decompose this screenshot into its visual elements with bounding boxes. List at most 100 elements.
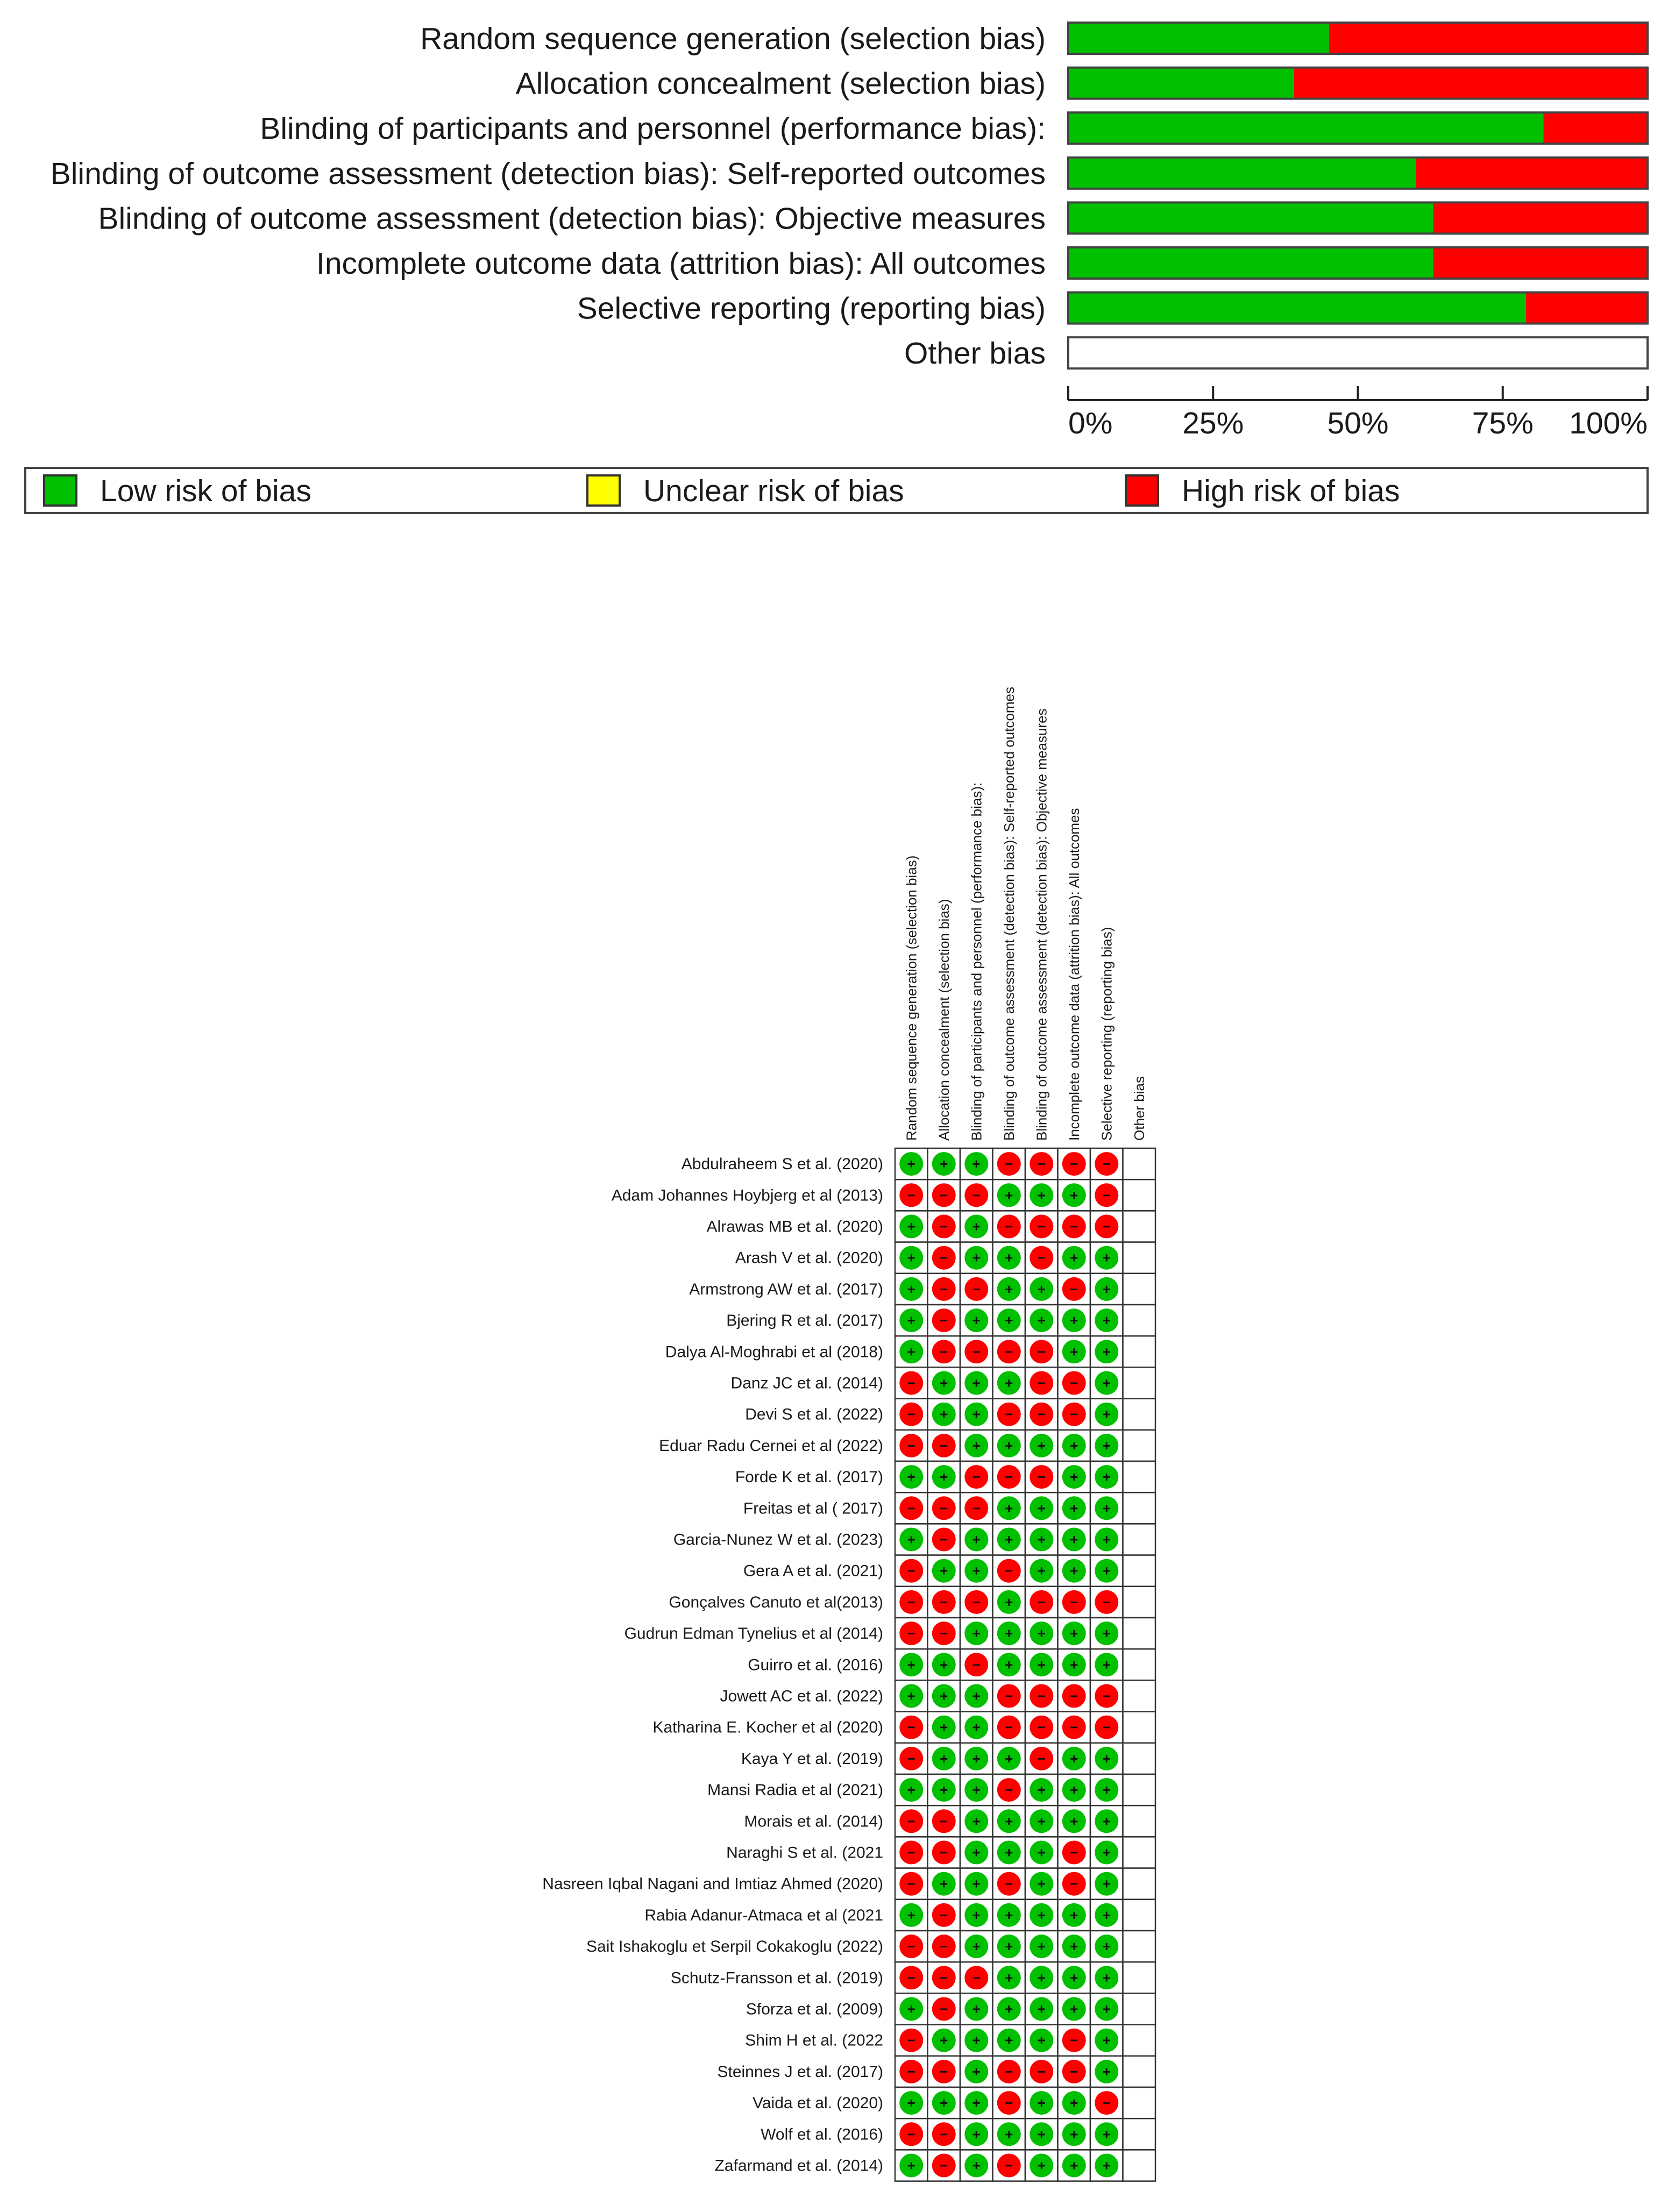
risk-marker-low-5-4 [1030, 1308, 1054, 1333]
risk-marker-low-32-5 [1062, 2153, 1086, 2178]
risk-symbol-9-6: + [1103, 1438, 1111, 1454]
column-header-7: Other bias [1131, 1076, 1147, 1141]
domain-label-0: Random sequence generation (selection bi… [420, 22, 1046, 56]
risk-marker-low-19-3 [997, 1746, 1021, 1770]
risk-marker-low-27-6 [1095, 1997, 1119, 2021]
study-label-30: Vaida et al. (2020) [753, 2094, 883, 2112]
column-header-3: Blinding of outcome assessment (detectio… [1001, 687, 1017, 1141]
study-label-4: Armstrong AW et al. (2017) [689, 1281, 883, 1298]
risk-symbol-29-6: + [1103, 2064, 1111, 2080]
risk-marker-low-5-0 [899, 1308, 924, 1333]
cell-25-7 [1122, 1930, 1156, 1963]
risk-marker-low-6-0 [899, 1340, 924, 1364]
risk-marker-high-18-6 [1095, 1715, 1119, 1739]
risk-marker-high-28-5 [1062, 2028, 1086, 2052]
risk-marker-high-0-3 [997, 1152, 1021, 1176]
risk-symbol-28-6: + [1103, 2032, 1111, 2049]
risk-symbol-9-0: − [907, 1438, 915, 1454]
risk-symbol-24-2: + [973, 1907, 981, 1923]
bar-high-risk-of-bias-2 [1543, 112, 1648, 144]
risk-symbol-10-2: − [973, 1469, 981, 1485]
risk-marker-high-12-1 [932, 1527, 956, 1552]
risk-symbol-24-6: + [1103, 1907, 1111, 1923]
risk-marker-high-27-1 [932, 1997, 956, 2021]
cell-11-7 [1122, 1491, 1156, 1525]
risk-symbol-1-3: + [1005, 1187, 1013, 1203]
risk-marker-high-2-6 [1095, 1214, 1119, 1239]
risk-marker-low-13-2 [964, 1559, 989, 1583]
cell-24-7 [1122, 1898, 1156, 1932]
risk-marker-high-11-0 [899, 1496, 924, 1520]
risk-symbol-2-0: + [907, 1219, 915, 1235]
column-header-0: Random sequence generation (selection bi… [903, 856, 919, 1141]
risk-symbol-28-0: − [907, 2032, 915, 2049]
risk-symbol-9-5: + [1070, 1438, 1078, 1454]
risk-symbol-9-1: − [940, 1438, 948, 1454]
cell-30-7 [1122, 2086, 1156, 2119]
risk-symbol-19-3: + [1005, 1751, 1013, 1767]
risk-symbol-7-6: + [1103, 1375, 1111, 1391]
risk-symbol-13-3: − [1005, 1563, 1013, 1579]
bar-high-risk-of-bias-3 [1416, 157, 1648, 189]
risk-marker-low-15-6 [1095, 1621, 1119, 1646]
risk-symbol-28-4: + [1038, 2032, 1046, 2049]
risk-symbol-30-1: + [940, 2095, 948, 2111]
risk-symbol-15-5: + [1070, 1625, 1078, 1641]
cell-31-7 [1122, 2117, 1156, 2151]
bar-low-risk-of-bias-6 [1068, 292, 1526, 324]
risk-symbol-25-5: + [1070, 1938, 1078, 1954]
risk-symbol-8-1: + [940, 1406, 948, 1422]
risk-symbol-24-3: + [1005, 1907, 1013, 1923]
cell-14-7 [1122, 1585, 1156, 1619]
cell-9-7 [1122, 1429, 1156, 1462]
risk-symbol-1-5: + [1070, 1187, 1078, 1203]
risk-symbol-19-6: + [1103, 1751, 1111, 1767]
risk-marker-high-6-2 [964, 1340, 989, 1364]
study-label-13: Gera A et al. (2021) [743, 1562, 883, 1580]
risk-marker-low-30-0 [899, 2091, 924, 2115]
risk-marker-low-28-3 [997, 2028, 1021, 2052]
risk-symbol-19-5: + [1070, 1751, 1078, 1767]
risk-marker-low-18-2 [964, 1715, 989, 1739]
risk-symbol-4-1: − [940, 1281, 948, 1297]
risk-marker-high-6-4 [1030, 1340, 1054, 1364]
risk-symbol-14-5: − [1070, 1594, 1078, 1610]
risk-symbol-24-0: + [907, 1907, 915, 1923]
risk-marker-low-3-5 [1062, 1246, 1086, 1270]
risk-symbol-31-0: − [907, 2126, 915, 2142]
cell-4-7 [1122, 1272, 1156, 1306]
risk-symbol-22-2: + [973, 1845, 981, 1861]
risk-marker-low-17-2 [964, 1684, 989, 1708]
risk-symbol-0-1: + [940, 1156, 948, 1172]
risk-symbol-1-2: − [973, 1187, 981, 1203]
risk-symbol-22-0: − [907, 1845, 915, 1861]
risk-symbol-3-1: − [940, 1250, 948, 1266]
risk-symbol-31-4: + [1038, 2126, 1046, 2142]
risk-symbol-30-4: + [1038, 2095, 1046, 2111]
risk-symbol-17-5: − [1070, 1688, 1078, 1704]
risk-marker-high-32-3 [997, 2153, 1021, 2178]
risk-symbol-16-3: + [1005, 1656, 1013, 1673]
risk-marker-low-0-0 [899, 1152, 924, 1176]
risk-marker-low-32-4 [1030, 2153, 1054, 2178]
risk-symbol-4-2: − [973, 1281, 981, 1297]
risk-symbol-16-1: + [940, 1656, 948, 1673]
risk-symbol-12-2: + [973, 1532, 981, 1548]
risk-marker-low-17-0 [899, 1684, 924, 1708]
risk-symbol-28-1: + [940, 2032, 948, 2049]
risk-marker-low-14-3 [997, 1590, 1021, 1614]
risk-symbol-2-2: + [973, 1219, 981, 1235]
study-label-17: Jowett AC et al. (2022) [720, 1688, 884, 1705]
risk-marker-low-29-2 [964, 2059, 989, 2083]
risk-marker-high-28-0 [899, 2028, 924, 2052]
summary-bar-chart: Random sequence generation (selection bi… [51, 22, 1649, 440]
risk-marker-low-32-2 [964, 2153, 989, 2178]
risk-symbol-26-1: − [940, 1969, 948, 1986]
study-label-9: Eduar Radu Cernei et al (2022) [659, 1437, 883, 1455]
risk-marker-low-8-2 [964, 1402, 989, 1426]
risk-symbol-17-4: − [1038, 1688, 1046, 1704]
risk-symbol-16-5: + [1070, 1656, 1078, 1673]
legend-label-low-risk-of-bias: Low risk of bias [100, 474, 311, 508]
risk-symbol-27-6: + [1103, 2001, 1111, 2017]
risk-marker-low-7-6 [1095, 1371, 1119, 1395]
